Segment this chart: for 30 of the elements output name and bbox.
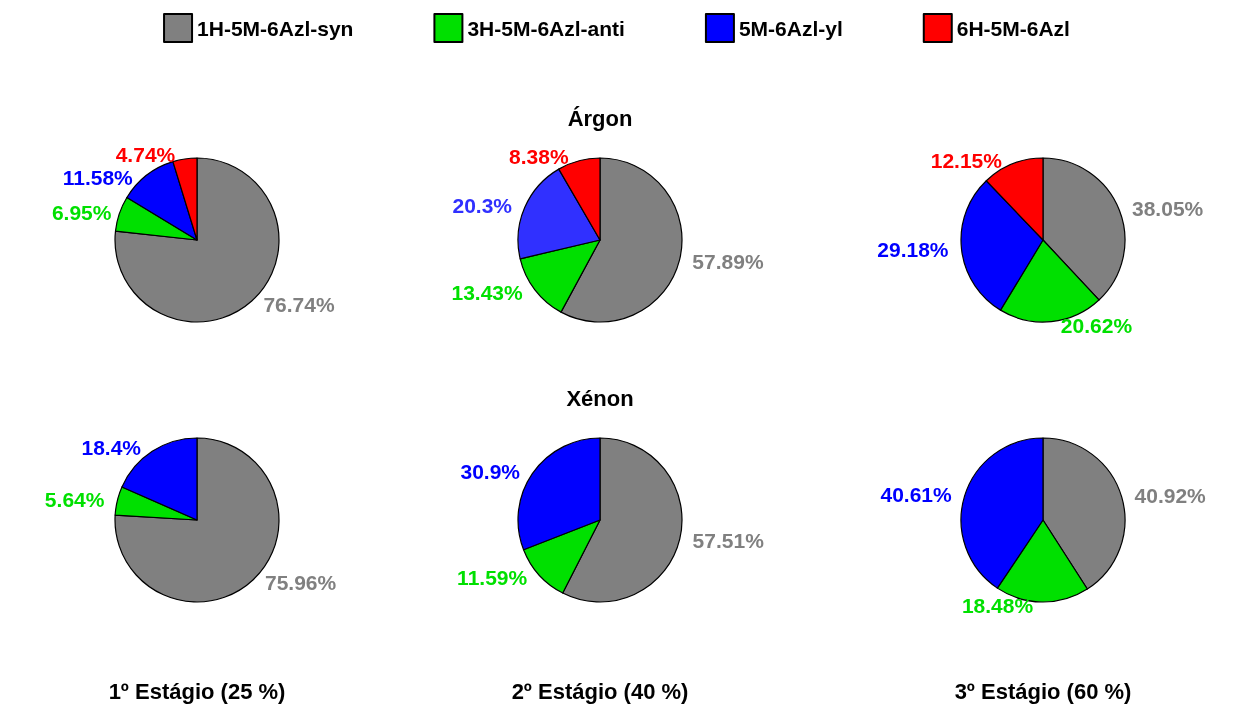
data-label: 20.3% bbox=[452, 194, 513, 218]
legend-label: 1H-5M-6Azl-syn bbox=[197, 16, 354, 40]
data-label: 38.05% bbox=[1132, 196, 1204, 220]
text: 3º Estágio (60 %) bbox=[954, 678, 1132, 704]
legend-label: 5M-6Azl-yl bbox=[738, 16, 843, 40]
chart-title: Xénon bbox=[566, 385, 634, 411]
data-label: 11.58% bbox=[62, 166, 134, 190]
data-label: 11.59% bbox=[457, 566, 528, 590]
data-label: 57.89% bbox=[692, 249, 764, 273]
data-label: 12.15% bbox=[930, 148, 1003, 172]
data-label: 4.74% bbox=[115, 143, 176, 167]
data-label: 40.92% bbox=[1134, 484, 1207, 508]
chart-title: Árgon bbox=[567, 105, 633, 131]
text: 1º Estágio (25 %) bbox=[108, 678, 286, 704]
data-label: 5.64% bbox=[44, 488, 105, 512]
data-label: 8.38% bbox=[509, 145, 569, 169]
data-label: 18.48% bbox=[961, 594, 1034, 618]
legend-label: 6H-5M-6Azl bbox=[956, 16, 1070, 40]
data-label: 40.61% bbox=[880, 483, 953, 507]
data-label: 57.51% bbox=[692, 528, 765, 552]
data-label: 20.62% bbox=[1060, 314, 1133, 338]
data-label: 18.4% bbox=[81, 436, 142, 460]
data-label: 30.9% bbox=[460, 459, 521, 483]
data-label: 13.43% bbox=[451, 280, 524, 304]
data-label: 6.95% bbox=[51, 200, 112, 224]
data-label: 29.18% bbox=[877, 237, 949, 261]
data-label: 76.74% bbox=[263, 292, 335, 316]
text: 2º Estágio (40 %) bbox=[511, 678, 689, 704]
legend-label: 3H-5M-6Azl-anti bbox=[467, 16, 625, 40]
data-label: 75.96% bbox=[264, 571, 337, 595]
